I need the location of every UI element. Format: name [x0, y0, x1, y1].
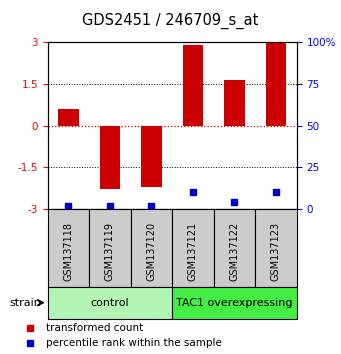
Text: control: control: [91, 298, 129, 308]
FancyBboxPatch shape: [172, 209, 214, 287]
FancyBboxPatch shape: [89, 209, 131, 287]
Text: GDS2451 / 246709_s_at: GDS2451 / 246709_s_at: [82, 12, 259, 29]
Bar: [58, 109, 79, 126]
Text: GSM137119: GSM137119: [105, 222, 115, 280]
FancyBboxPatch shape: [48, 209, 89, 287]
Bar: [141, 126, 162, 187]
FancyBboxPatch shape: [255, 209, 297, 287]
Bar: [100, 126, 120, 189]
Text: GSM137121: GSM137121: [188, 221, 198, 280]
Text: GSM137123: GSM137123: [271, 221, 281, 280]
Bar: [224, 80, 245, 126]
FancyBboxPatch shape: [131, 209, 172, 287]
Text: percentile rank within the sample: percentile rank within the sample: [46, 338, 222, 348]
Text: GSM137122: GSM137122: [229, 221, 239, 280]
Text: transformed count: transformed count: [46, 322, 143, 332]
FancyBboxPatch shape: [48, 287, 172, 319]
Text: GSM137120: GSM137120: [147, 221, 157, 280]
Bar: [182, 45, 203, 126]
Text: strain: strain: [9, 298, 41, 308]
FancyBboxPatch shape: [214, 209, 255, 287]
Text: TAC1 overexpressing: TAC1 overexpressing: [176, 298, 293, 308]
FancyBboxPatch shape: [172, 287, 297, 319]
Text: GSM137118: GSM137118: [63, 222, 73, 280]
Bar: [266, 42, 286, 126]
